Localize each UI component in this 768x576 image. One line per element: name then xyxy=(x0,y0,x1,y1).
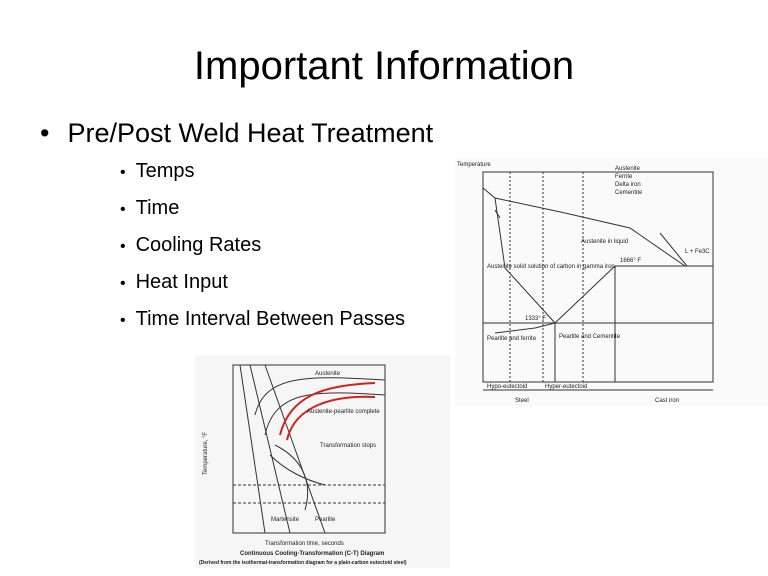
caption: (Derived from the isothermal-transformat… xyxy=(199,560,407,566)
diagram-label: 1333° F xyxy=(525,316,546,322)
diagram-label: Hypo-eutectoid xyxy=(487,384,527,390)
phase-diagram: Temperature Austenite Ferrite Delta iron… xyxy=(455,158,768,406)
diagram-label: 1666° F xyxy=(620,258,641,264)
diagram-label: Ferrite xyxy=(615,174,633,180)
sub-bullet: Cooling Rates xyxy=(120,234,405,271)
slide-title: Important Information xyxy=(193,44,575,88)
axis-label: Transformation time, seconds xyxy=(265,541,344,547)
cct-diagram: Austenite Austenite-pearlite complete Tr… xyxy=(195,355,450,568)
sub-bullet: Heat Input xyxy=(120,271,405,308)
sub-bullet-list: Temps Time Cooling Rates Heat Input Time… xyxy=(120,160,405,345)
diagram-label: Delta iron xyxy=(615,182,641,188)
diagram-label: Martensite xyxy=(271,517,300,523)
diagram-label: L + Fe3C xyxy=(685,249,710,255)
diagram-label: Transformation stops xyxy=(320,443,376,449)
diagram-label: Austenite xyxy=(315,371,341,377)
diagram-label: Austenite-pearlite complete xyxy=(307,409,380,415)
diagram-label: Austenite xyxy=(615,166,641,172)
diagram-label: Steel xyxy=(515,398,529,404)
sub-bullet: Time xyxy=(120,197,405,234)
sub-bullet: Time Interval Between Passes xyxy=(120,308,405,345)
diagram-label: Hyper-eutectoid xyxy=(545,384,587,390)
caption: Continuous Cooling-Transformation (C-T) … xyxy=(240,551,384,557)
diagram-label: Temperature xyxy=(457,162,491,168)
diagram-label: Cast iron xyxy=(655,398,679,404)
diagram-label: Pearlite and Cementite xyxy=(559,334,621,340)
diagram-label: Cementite xyxy=(615,190,643,196)
diagram-label: Austenite solid solution of carbon in ga… xyxy=(487,264,615,270)
diagram-label: Pearlite xyxy=(315,517,336,523)
bullet: Pre/Post Weld Heat Treatment xyxy=(40,118,433,149)
diagram-label: Austenite in liquid xyxy=(581,239,628,245)
diagram-label: Pearlite and ferrite xyxy=(487,336,537,342)
sub-bullet: Temps xyxy=(120,160,405,197)
axis-label: Temperature, °F xyxy=(203,432,209,475)
